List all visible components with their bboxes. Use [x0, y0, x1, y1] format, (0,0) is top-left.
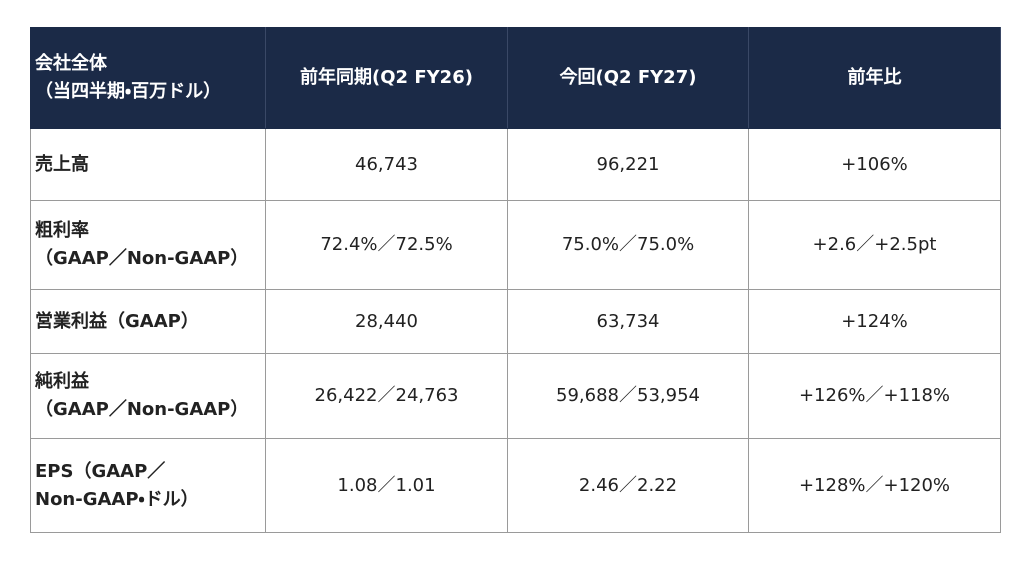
- header-row: 会社全体 （当四半期・百万ドル） 前年同期(Q2 FY26) 今回(Q2 FY2…: [30, 27, 1001, 129]
- value-cell: 26,422／24,763: [265, 353, 508, 439]
- value-cell: 28,440: [265, 289, 508, 354]
- row-label: 営業利益（GAAP）: [30, 289, 266, 354]
- value-cell: +124%: [748, 289, 1001, 354]
- table-row: 営業利益（GAAP） 28,440 63,734 +124%: [30, 289, 1001, 354]
- row-label: 粗利率 （GAAP／Non-GAAP）: [30, 200, 266, 290]
- value-cell: 1.08／1.01: [265, 438, 508, 533]
- value-cell: +128%／+120%: [748, 438, 1001, 533]
- value-cell: 2.46／2.22: [507, 438, 749, 533]
- table-row: 粗利率 （GAAP／Non-GAAP） 72.4%／72.5% 75.0%／75.0…: [30, 200, 1001, 290]
- table-row: 純利益 （GAAP／Non-GAAP） 26,422／24,763 59,688／5…: [30, 353, 1001, 439]
- row-label: 純利益 （GAAP／Non-GAAP）: [30, 353, 266, 439]
- header-cell: 会社全体 （当四半期・百万ドル）: [30, 27, 266, 129]
- header-cell: 今回(Q2 FY27): [507, 27, 749, 129]
- value-cell: +106%: [748, 128, 1001, 201]
- header-cell: 前年比: [748, 27, 1001, 129]
- results-table: 会社全体 （当四半期・百万ドル） 前年同期(Q2 FY26) 今回(Q2 FY2…: [30, 27, 1001, 533]
- table-body: 売上高 46,743 96,221 +106% 粗利率 （GAAP／Non-GAAP） 7…: [30, 128, 1001, 533]
- value-cell: 46,743: [265, 128, 508, 201]
- row-label: 売上高: [30, 128, 266, 201]
- table-row: 売上高 46,743 96,221 +106%: [30, 128, 1001, 201]
- value-cell: 96,221: [507, 128, 749, 201]
- row-label: EPS（GAAP／ Non-GAAP・ドル）: [30, 438, 266, 533]
- value-cell: +2.6／+2.5pt: [748, 200, 1001, 290]
- header-cell: 前年同期(Q2 FY26): [265, 27, 508, 129]
- value-cell: 72.4%／72.5%: [265, 200, 508, 290]
- value-cell: +126%／+118%: [748, 353, 1001, 439]
- value-cell: 59,688／53,954: [507, 353, 749, 439]
- value-cell: 63,734: [507, 289, 749, 354]
- value-cell: 75.0%／75.0%: [507, 200, 749, 290]
- table-row: EPS（GAAP／ Non-GAAP・ドル） 1.08／1.01 2.46／2.22…: [30, 438, 1001, 533]
